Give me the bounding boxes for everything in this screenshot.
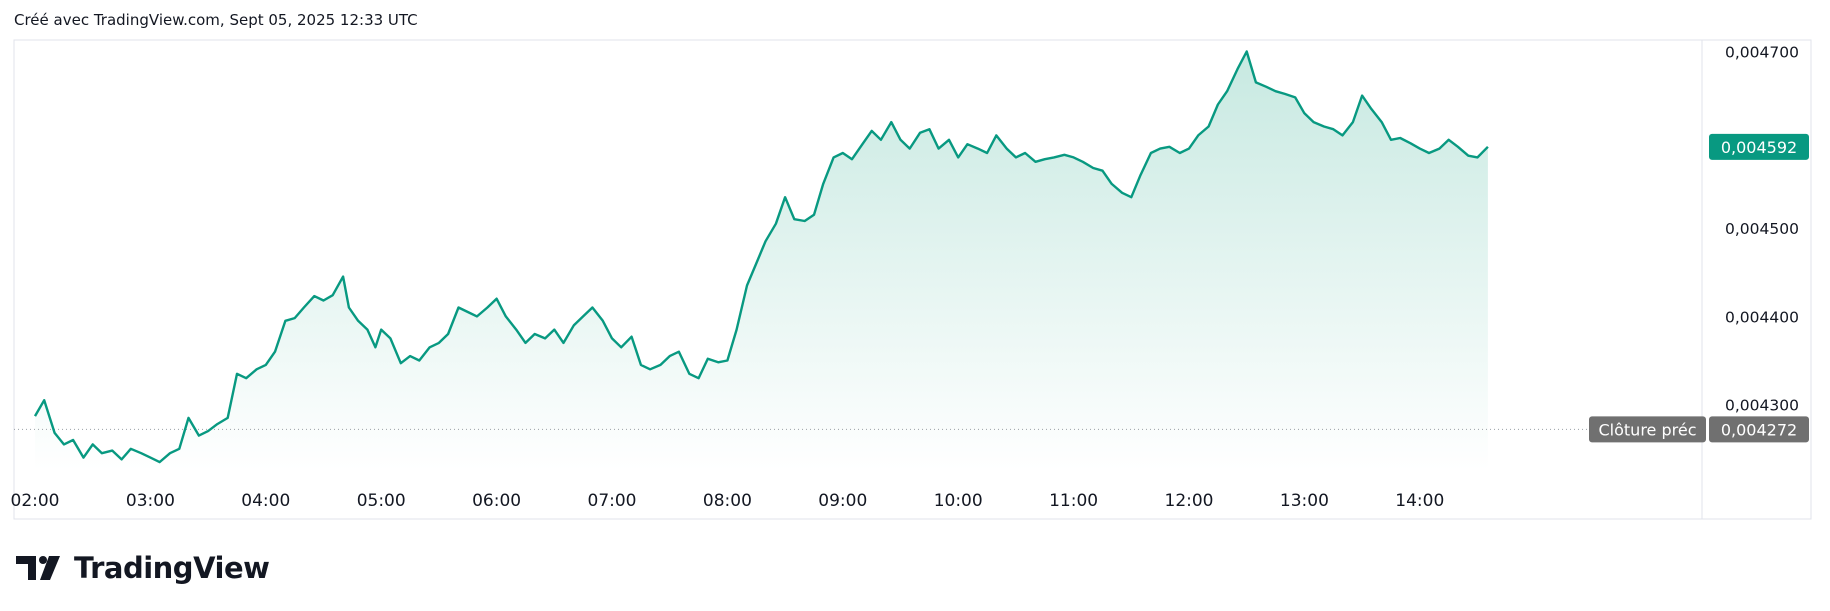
- x-tick-label: 11:00: [1049, 491, 1098, 511]
- y-tick-label: 0,004300: [1725, 397, 1799, 415]
- x-tick-label: 10:00: [934, 491, 983, 511]
- tradingview-logo[interactable]: TradingView: [16, 548, 270, 588]
- previous-close-caption: Clôture préc: [1599, 420, 1697, 439]
- x-tick-label: 09:00: [818, 491, 867, 511]
- x-tick-label: 03:00: [126, 491, 175, 511]
- previous-close-tag-bg: [1709, 416, 1809, 443]
- x-tick-label: 06:00: [472, 491, 521, 511]
- x-tick-label: 08:00: [703, 491, 752, 511]
- y-tick-label: 0,004500: [1725, 220, 1799, 238]
- price-series-line: [33, 50, 1489, 464]
- x-tick-label: 04:00: [241, 491, 290, 511]
- price-tags: 0,004592 Clôture préc 0,004272: [1589, 133, 1809, 443]
- tradingview-logo-text: TradingView: [74, 551, 270, 585]
- x-tick-label: 12:00: [1165, 491, 1214, 511]
- y-tick-label: 0,004700: [1725, 43, 1799, 61]
- area-fill: [35, 51, 1488, 470]
- previous-close-tag: 0,004272: [1721, 420, 1797, 439]
- x-tick-label: 05:00: [357, 491, 406, 511]
- plot-area: [14, 50, 1702, 470]
- x-tick-label: 13:00: [1280, 491, 1329, 511]
- chart-frame: [13, 39, 1812, 520]
- chart-caption: Créé avec TradingView.com, Sept 05, 2025…: [14, 11, 418, 29]
- price-chart-svg[interactable]: 0,0047000,0046000,0045000,0044000,004300…: [0, 0, 1830, 560]
- x-tick-label: 02:00: [11, 491, 60, 511]
- x-tick-label: 14:00: [1395, 491, 1444, 511]
- tradingview-logo-icon: [16, 556, 60, 580]
- y-tick-label: 0,004400: [1725, 308, 1799, 326]
- price-chart[interactable]: 0,0047000,0046000,0045000,0044000,004300…: [0, 0, 1830, 560]
- previous-close-caption-bg: [1589, 416, 1706, 443]
- x-tick-label: 07:00: [588, 491, 637, 511]
- x-axis: 02:00 03:00 04:00 05:00 06:00 07:00 08:00 09:00…: [11, 491, 1445, 511]
- last-price-tag-bg: [1709, 133, 1809, 160]
- last-price-tag: 0,004592: [1721, 138, 1797, 157]
